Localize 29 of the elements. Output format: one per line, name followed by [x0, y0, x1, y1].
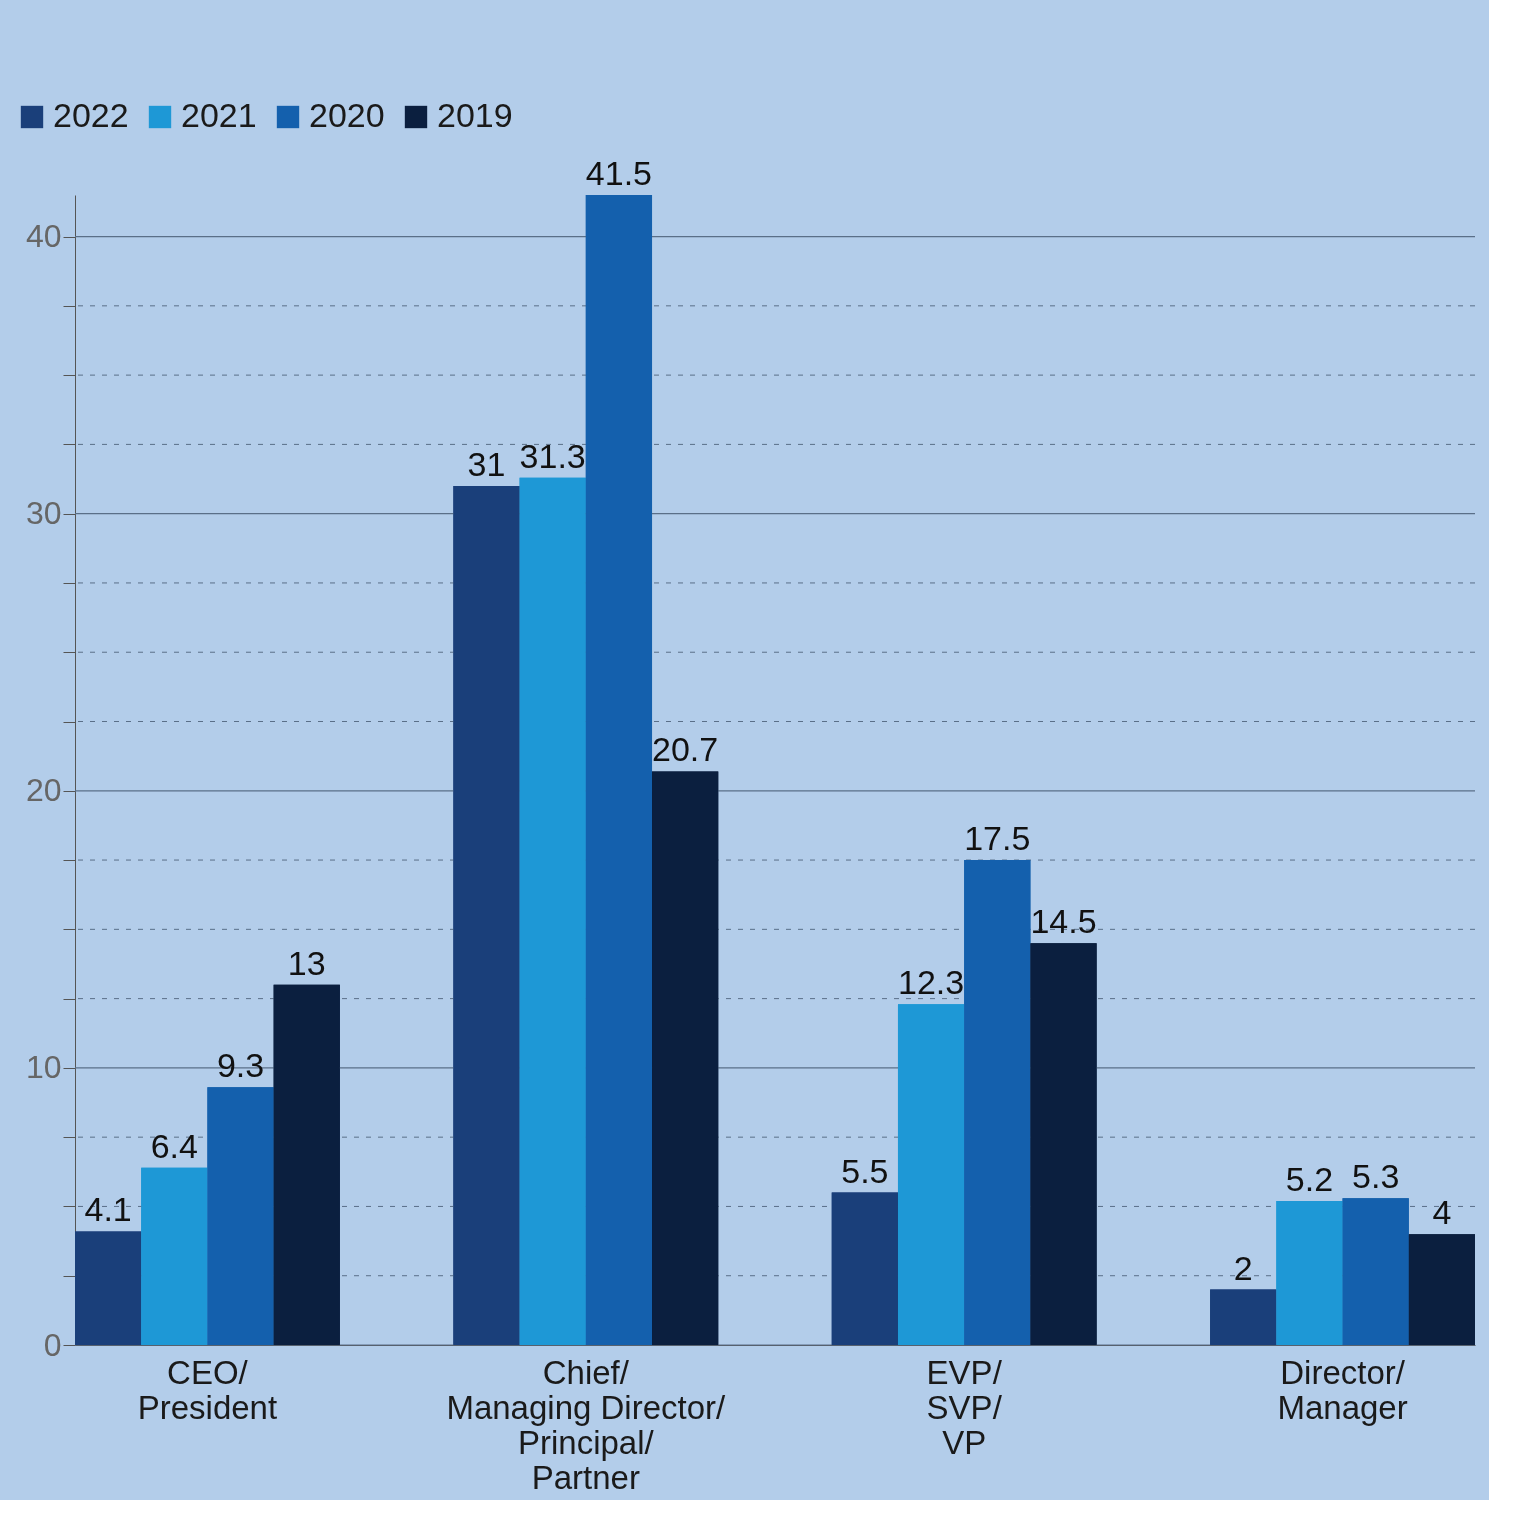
data-label: 31.3: [519, 436, 586, 475]
data-label: 2: [1233, 1248, 1253, 1287]
data-label: 5.5: [841, 1151, 889, 1190]
x-tick-label: Chief/ Managing Director/ Principal/ Partner: [446, 1353, 727, 1496]
data-label: 5.2: [1285, 1159, 1334, 1198]
legend-label: 2021: [181, 96, 257, 134]
y-tick-label: 0: [43, 1326, 62, 1363]
legend-label: 2022: [53, 96, 129, 134]
y-tick-label: 10: [25, 1049, 62, 1086]
x-tick-label: Director/ Manager: [1277, 1353, 1408, 1426]
y-tick-label: 40: [25, 218, 62, 255]
x-tick-label: EVP/ SVP/ VP: [926, 1353, 1003, 1461]
data-label: 41.5: [585, 154, 653, 192]
x-tick-label: CEO/ President: [137, 1353, 278, 1426]
data-label: 20.7: [652, 730, 719, 769]
data-label: 13: [287, 943, 326, 982]
data-label: 14.5: [1030, 902, 1097, 941]
data-label: 5.3: [1352, 1157, 1400, 1196]
data-label: 6.4: [150, 1126, 198, 1165]
data-label: 31: [467, 444, 506, 483]
y-tick-label: 30: [25, 495, 62, 532]
data-label: 4.1: [84, 1190, 132, 1229]
legend-label: 2020: [309, 96, 385, 134]
data-label: 17.5: [964, 819, 1031, 858]
data-label: 9.3: [216, 1046, 265, 1085]
data-label: 4: [1432, 1193, 1452, 1232]
y-tick-label: 20: [25, 772, 62, 809]
data-label: 12.3: [897, 963, 965, 1002]
legend-label: 2019: [437, 96, 513, 134]
